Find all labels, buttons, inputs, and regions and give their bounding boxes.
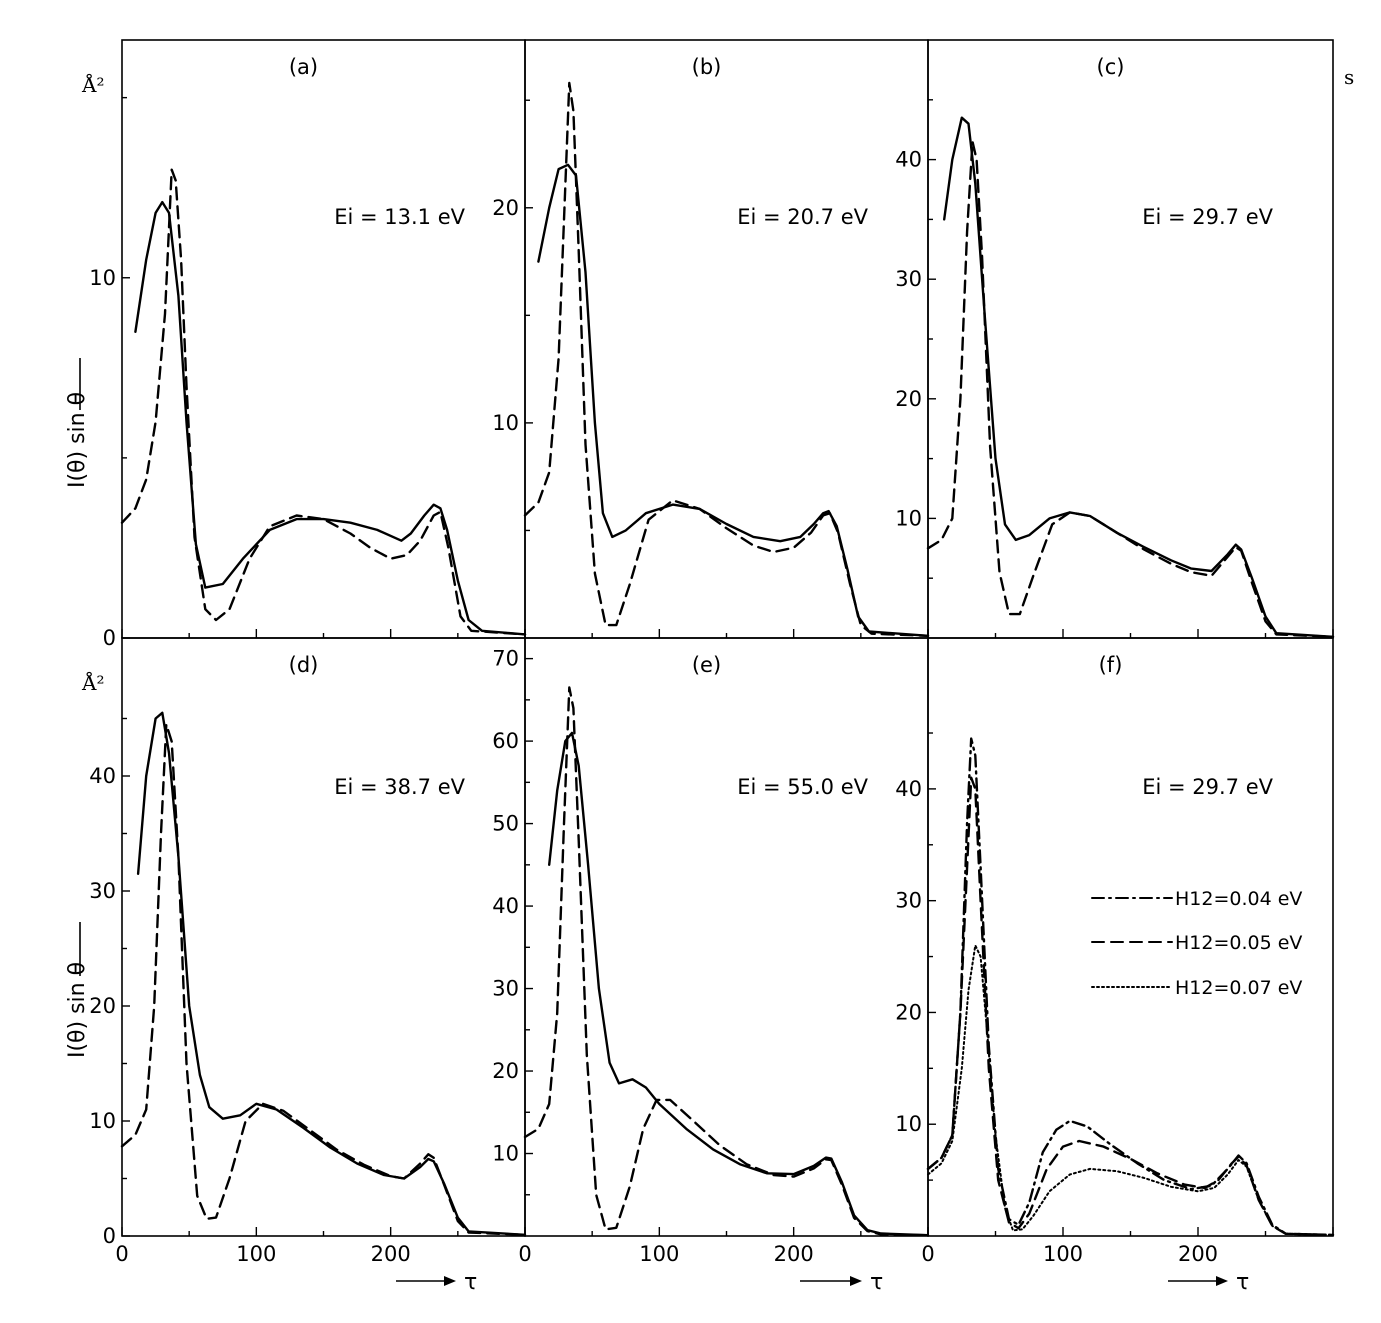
panel-label: (a) (289, 55, 318, 79)
y-axis-title-text: I(θ) sin θ (65, 392, 90, 488)
plot-frame (524, 39, 929, 639)
x-axis-title-text: τ (464, 1270, 477, 1295)
energy-annotation: Ei = 38.7 eV (334, 775, 465, 799)
series-line-solid (537, 163, 930, 637)
y-tick-label: 30 (492, 977, 519, 1001)
panel-label: (f) (1099, 653, 1123, 677)
y-unit-top: Å² (81, 72, 104, 97)
x-tick-label: 100 (236, 1242, 276, 1266)
y-tick-label: 20 (492, 1059, 519, 1083)
series-line-solid (136, 711, 527, 1236)
y-axis-title-bottom: I(θ) sin θ (65, 962, 90, 1058)
panel-label: (e) (692, 653, 721, 677)
x-tick-label: 0 (518, 1242, 531, 1266)
series-line-dashed (926, 776, 1335, 1237)
x-axis-title-e: τ (800, 1270, 883, 1295)
y-tick-label: 50 (492, 812, 519, 836)
x-tick-label: 100 (1043, 1242, 1083, 1266)
y-tick-label: 40 (895, 777, 922, 801)
x-axis-title-f: τ (1168, 1270, 1249, 1295)
series-line-solid (943, 116, 1335, 638)
y-axis-title-text: I(θ) sin θ (65, 962, 90, 1058)
panel-5: 10 20 30 40 50 60 70 0 100 200 (e) Ei = 55.0 eV (492, 637, 930, 1266)
energy-annotation: Ei = 29.7 eV (1142, 775, 1273, 799)
energy-annotation: Ei = 13.1 eV (334, 205, 465, 229)
energy-annotation: Ei = 20.7 eV (737, 205, 868, 229)
legend-label-3: H12=0.07 eV (1175, 977, 1302, 999)
panel-1: 0 10 (a) Ei = 13.1 eV (89, 39, 527, 650)
legend-label-2: H12=0.05 eV (1175, 932, 1302, 954)
energy-annotation: Ei = 29.7 eV (1142, 205, 1273, 229)
series-line-dashdot (926, 737, 1335, 1237)
y-tick-label: 40 (89, 764, 116, 788)
legend-label-1: H12=0.04 eV (1175, 888, 1302, 910)
y-tick-label: 20 (89, 994, 116, 1018)
y-tick-label: 10 (89, 266, 116, 290)
x-tick-label: 200 (774, 1242, 814, 1266)
y-tick-label: 10 (89, 1109, 116, 1133)
series-line-dashed (120, 723, 527, 1236)
y-tick-label: 40 (492, 894, 519, 918)
y-unit-bottom: Å² (81, 670, 104, 695)
plot-frame (121, 39, 526, 639)
plot-frame (927, 39, 1334, 639)
series-line-solid (134, 200, 527, 636)
series-line-dashed (120, 168, 527, 636)
y-tick-label: 10 (895, 506, 922, 530)
x-axis-title-d: τ (396, 1270, 477, 1295)
y-tick-label: 0 (103, 1224, 116, 1248)
y-tick-label: 40 (895, 148, 922, 172)
panel-3: 10 20 30 40 (c) Ei = 29.7 eV (895, 39, 1335, 639)
plot-frame (121, 637, 526, 1237)
x-axis-title-text: τ (870, 1270, 883, 1295)
x-tick-label: 200 (371, 1242, 411, 1266)
panel-6: 10 20 30 40 0 100 200 (f) Ei = 29.7 eV (895, 637, 1335, 1266)
panel-2: 10 20 (b) Ei = 20.7 eV (492, 39, 930, 639)
y-tick-label: 10 (895, 1112, 922, 1136)
series-line-dashed (523, 81, 930, 637)
panel-label: (b) (692, 55, 722, 79)
y-tick-label: 10 (492, 1142, 519, 1166)
y-tick-label: 20 (492, 196, 519, 220)
y-tick-label: 60 (492, 729, 519, 753)
plot-frame (524, 637, 929, 1237)
y-tick-label: 10 (492, 411, 519, 435)
y-tick-label: 30 (895, 267, 922, 291)
y-axis-title-top: I(θ) sin θ (65, 392, 90, 488)
y-tick-label: 70 (492, 647, 519, 671)
y-tick-label: 20 (895, 1000, 922, 1024)
x-tick-label: 100 (639, 1242, 679, 1266)
legend: H12=0.04 eV H12=0.05 eV H12=0.07 eV (1091, 888, 1302, 999)
y-tick-label: 30 (895, 889, 922, 913)
panel-4: 0 10 20 30 40 0 100 200 (d) Ei = 38.7 eV (89, 637, 527, 1266)
y-tick-label: 0 (103, 626, 116, 650)
x-axis-title-text: τ (1236, 1270, 1249, 1295)
series-line-dashed (926, 140, 1335, 638)
panel-label: (d) (289, 653, 319, 677)
x-tick-label: 200 (1178, 1242, 1218, 1266)
y-tick-label: 20 (895, 387, 922, 411)
series-line-dashed (523, 686, 930, 1237)
series-line-dotted (927, 944, 1334, 1236)
corner-mark: s (1344, 65, 1354, 89)
y-tick-label: 30 (89, 879, 116, 903)
x-tick-label: 0 (115, 1242, 128, 1266)
panels-group: 0 10 (a) Ei = 13.1 eV 10 20 (b) Ei = 20.7 eV 10 2… (89, 39, 1335, 1266)
panel-label: (c) (1097, 55, 1125, 79)
x-tick-label: 0 (921, 1242, 934, 1266)
energy-annotation: Ei = 55.0 eV (737, 775, 868, 799)
